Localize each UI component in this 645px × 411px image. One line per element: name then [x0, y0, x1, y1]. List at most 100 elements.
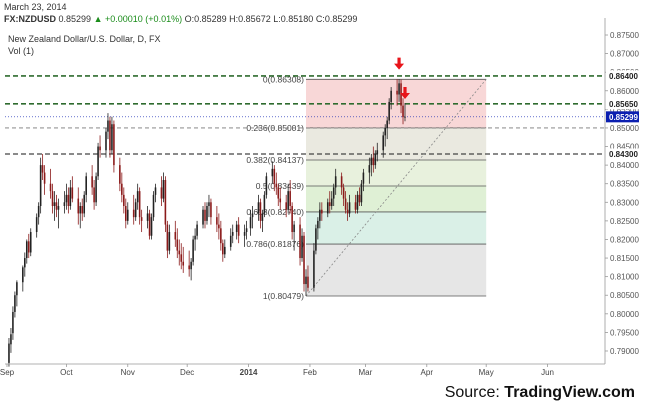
candle-body	[164, 179, 167, 225]
candle-body	[382, 135, 385, 151]
candle-body	[216, 217, 218, 225]
source-prefix: Source:	[444, 384, 505, 401]
last-price: 0.85299	[58, 14, 92, 24]
candle-body	[210, 202, 212, 218]
price-tick-label: 0.86000	[610, 87, 639, 96]
candle-body	[321, 209, 323, 214]
candle-body	[162, 179, 165, 199]
candle-body	[303, 235, 305, 285]
time-tick-label: Feb	[303, 368, 317, 377]
candle-body	[95, 176, 97, 203]
close-value: 0.85299	[324, 14, 358, 24]
candle-body	[160, 187, 163, 199]
time-tick-label: Mar	[359, 368, 373, 377]
candle-body	[259, 202, 262, 221]
price-tick-label: 0.85500	[610, 105, 639, 114]
candle-body	[146, 213, 149, 221]
candle-body	[237, 224, 240, 236]
candle-body	[289, 191, 291, 207]
candle-body	[10, 334, 12, 345]
candle-body	[81, 206, 84, 214]
candle-body	[132, 209, 135, 218]
candle-body	[69, 187, 72, 207]
candle-body	[51, 191, 54, 207]
candle-body	[231, 232, 234, 236]
fib-label-0-786: 0.786(0.81876)	[246, 239, 304, 249]
candle-body	[261, 213, 264, 221]
candle-body	[342, 187, 345, 199]
quote-line: FX:NZDUSD 0.85299 ▲ +0.00010 (+0.01%) O:…	[4, 14, 357, 24]
chart-title: New Zealand Dollar/U.S. Dollar, D, FX	[8, 34, 161, 44]
price-tick-label: 0.79000	[610, 347, 639, 356]
candle-body	[83, 194, 86, 214]
candle-body	[372, 157, 375, 166]
candle-body	[194, 235, 196, 240]
candle-body	[235, 224, 238, 233]
candle-body	[166, 224, 169, 251]
candle-body	[348, 202, 351, 214]
candle-body	[53, 202, 56, 207]
high-value: 0.85672	[238, 14, 271, 24]
candle-body	[77, 198, 80, 214]
candle-body	[99, 146, 101, 151]
candle-body	[174, 232, 177, 240]
candle-body	[340, 176, 343, 188]
candle-body	[204, 209, 206, 221]
candle-body	[85, 176, 87, 195]
time-tick-label: Nov	[121, 368, 135, 377]
fib-zone-0-236	[305, 127, 487, 161]
candle-body	[328, 202, 331, 207]
candle-body	[138, 191, 141, 218]
candle-body	[8, 343, 10, 363]
candle-body	[57, 206, 60, 210]
candle-body	[180, 254, 183, 262]
fib-zone-0-786	[305, 244, 487, 297]
high-label: H:	[229, 14, 239, 24]
price-tick-label: 0.81500	[610, 254, 639, 263]
candle-body	[358, 194, 361, 203]
time-tick-label: May	[479, 368, 494, 377]
candle-body	[140, 217, 143, 221]
time-tick-label: Sep	[0, 368, 15, 377]
candle-body	[65, 194, 68, 203]
candle-body	[202, 209, 204, 225]
candle-body	[370, 157, 373, 166]
candle-body	[332, 187, 335, 199]
price-tick-label: 0.79500	[610, 328, 639, 337]
time-tick-label: Oct	[60, 368, 73, 377]
time-tick-label: Dec	[180, 368, 194, 377]
candle-body	[192, 239, 194, 262]
candle-body	[97, 146, 99, 177]
candle-body	[79, 206, 82, 214]
candle-body	[41, 165, 44, 173]
arrow-down-icon	[400, 86, 410, 99]
candle-body	[222, 243, 224, 255]
price-tick-label: 0.80000	[610, 310, 639, 319]
candle-body	[326, 202, 329, 214]
candle-body	[275, 183, 278, 188]
candle-body	[105, 131, 107, 151]
fib-label-0-618: 0.618(0.82740)	[246, 207, 304, 217]
candle-body	[273, 168, 276, 184]
candle-body	[63, 202, 66, 207]
candle-body	[93, 187, 95, 203]
fib-label-0-382: 0.382(0.84137)	[246, 155, 304, 165]
arrow-down-icon	[394, 57, 405, 70]
indicator-label: Vol (1)	[8, 46, 35, 56]
candle-body	[182, 261, 185, 266]
candle-body	[315, 228, 317, 251]
candle-body	[313, 250, 315, 288]
candle-body	[12, 311, 14, 334]
low-value: 0.85180	[280, 14, 314, 24]
candle-body	[107, 120, 109, 132]
candle-body	[24, 258, 26, 268]
candle-body	[263, 194, 266, 214]
candle-body	[344, 198, 347, 210]
candle-body	[400, 83, 402, 106]
candle-body	[396, 90, 398, 95]
price-tick-label: 0.83000	[610, 198, 639, 207]
candle-body	[218, 224, 220, 229]
price-tick-label: 0.87500	[610, 31, 639, 40]
